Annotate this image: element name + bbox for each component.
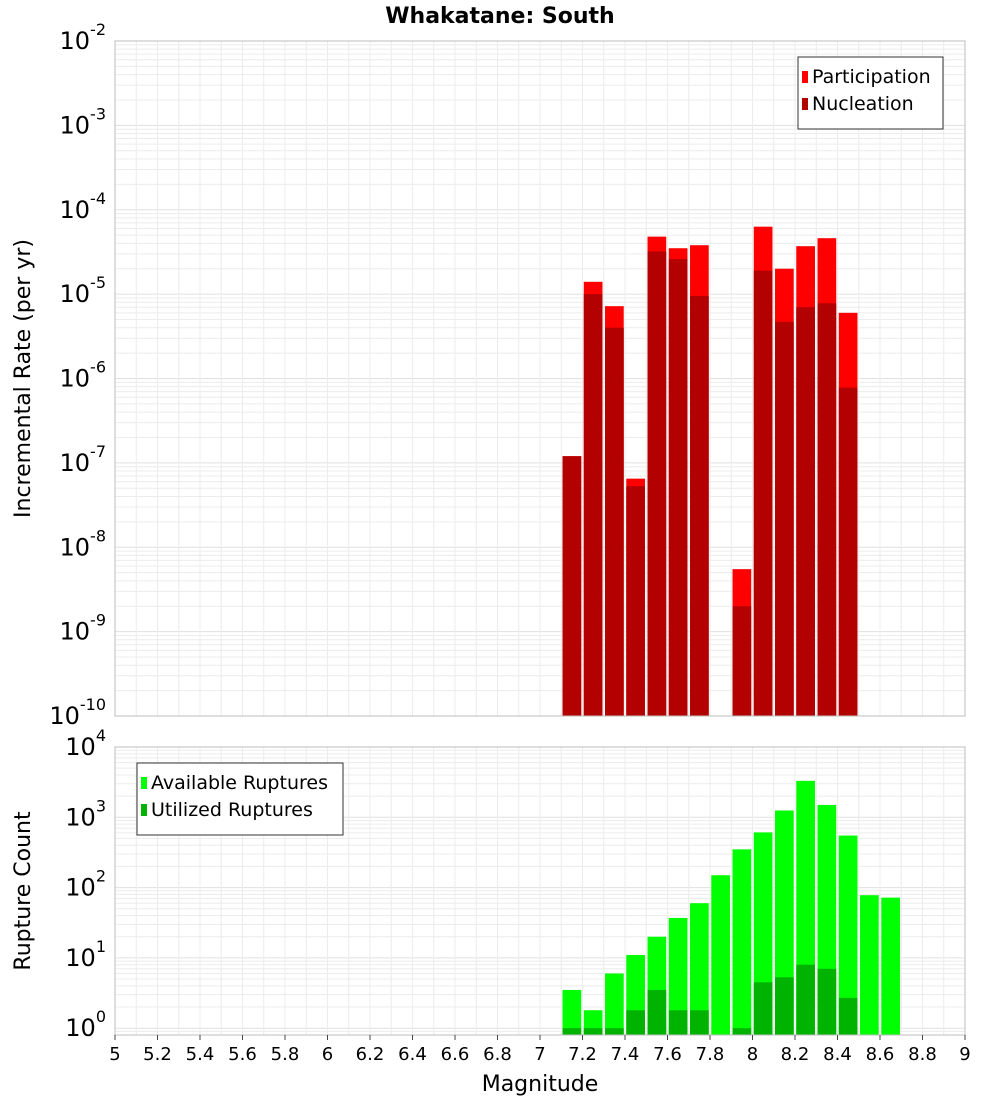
bar-nucleation (817, 303, 837, 716)
x-tick-label: 8.6 (866, 1044, 895, 1065)
chart-title: Whakatane: South (385, 4, 614, 29)
bar-available-ruptures (860, 895, 879, 1035)
x-tick-label: 5.6 (228, 1044, 257, 1065)
bar-available-ruptures (690, 903, 709, 1035)
legend-label: Available Ruptures (151, 772, 328, 794)
legend-label: Nucleation (812, 93, 914, 115)
y-tick-label: 103 (65, 796, 106, 831)
x-tick-label: 7.2 (568, 1044, 597, 1065)
x-tick-label: 9 (959, 1044, 970, 1065)
y-tick-label: 10-4 (60, 189, 107, 224)
bar-available-ruptures (562, 989, 582, 1035)
bar-utilized-ruptures (647, 989, 667, 1035)
bar-nucleation (732, 606, 752, 716)
bar-nucleation (838, 387, 858, 716)
bar-nucleation (583, 294, 603, 716)
series-utilized-ruptures (562, 964, 858, 1035)
bar-utilized-ruptures (668, 1010, 688, 1035)
bar-utilized-ruptures (732, 1028, 752, 1035)
bar-utilized-ruptures (753, 982, 773, 1035)
bar-utilized-ruptures (562, 1028, 582, 1035)
y-axis-label-rate: Incremental Rate (per yr) (11, 239, 36, 518)
bar-nucleation (690, 296, 709, 716)
y-tick-label: 10-7 (60, 442, 107, 477)
x-tick-label: 7.6 (653, 1044, 682, 1065)
x-tick-label: 8.2 (781, 1044, 810, 1065)
y-tick-label: 10-2 (60, 20, 107, 55)
legend-label: Participation (812, 66, 931, 88)
x-tick-label: 5.8 (271, 1044, 300, 1065)
y-tick-label: 104 (65, 726, 106, 761)
y-tick-label: 10-9 (60, 611, 107, 646)
x-axis-label: Magnitude (482, 1072, 599, 1097)
x-tick-label: 7 (534, 1044, 545, 1065)
y-tick-label: 10-10 (49, 695, 106, 730)
bar-available-ruptures (881, 897, 900, 1035)
y-tick-label: 10-8 (60, 526, 107, 561)
x-tick-label: 6.4 (398, 1044, 427, 1065)
y-axis-label-count: Rupture Count (11, 811, 36, 971)
legend-label: Utilized Ruptures (151, 799, 313, 821)
y-tick-label: 10-3 (60, 104, 107, 139)
x-tick-label: 7.8 (696, 1044, 725, 1065)
series-nucleation (562, 251, 858, 716)
bar-utilized-ruptures (796, 964, 815, 1035)
bar-nucleation (796, 307, 815, 716)
x-tick-label: 5.2 (143, 1044, 172, 1065)
x-tick-label: 8.4 (823, 1044, 852, 1065)
bar-utilized-ruptures (626, 1010, 645, 1035)
legend: Participation Nucleation (797, 56, 944, 130)
x-tick-label: 6.8 (483, 1044, 512, 1065)
rupture-count-panel: 100 101 102 103 104 Rupture Count Available Ru… (11, 726, 966, 1042)
bar-nucleation (626, 486, 645, 716)
x-tick-label: 8.8 (908, 1044, 937, 1065)
x-tick-label: 8 (747, 1044, 758, 1065)
bar-nucleation (753, 270, 773, 716)
y-tick-label: 10-6 (60, 358, 107, 393)
bar-available-ruptures (838, 835, 858, 1035)
legend-box (136, 762, 344, 836)
bar-utilized-ruptures (690, 1010, 709, 1035)
plot-frame (114, 40, 966, 717)
y-tick-label: 100 (65, 1007, 106, 1042)
x-tick-label: 6.6 (441, 1044, 470, 1065)
legend: Available Ruptures Utilized Ruptures (136, 762, 344, 836)
magnitude-axis: 5 5.2 5.4 5.6 5.8 6 6.2 6.4 6.6 6.8 7 7.2 7.4 7.6 7.8 8… (109, 1035, 971, 1065)
legend-swatch (141, 804, 147, 816)
bar-available-ruptures (605, 973, 624, 1035)
y-tick-label: 101 (65, 937, 106, 972)
legend-box (797, 56, 944, 130)
bar-utilized-ruptures (838, 997, 858, 1035)
bar-available-ruptures (668, 917, 688, 1035)
bar-available-ruptures (732, 849, 752, 1035)
y-tick-label: 102 (65, 867, 106, 902)
legend-swatch (141, 777, 147, 789)
rate-panel: 10-10 10-9 10-8 10-7 10-6 10-5 10-4 10-3 10-2 Inc… (11, 20, 966, 730)
x-tick-label: 5.4 (186, 1044, 215, 1065)
bar-nucleation (647, 251, 667, 716)
bar-nucleation (668, 259, 688, 716)
legend-swatch (802, 71, 808, 83)
bar-available-ruptures (711, 875, 730, 1035)
bar-utilized-ruptures (583, 1028, 603, 1035)
x-tick-label: 6.2 (356, 1044, 385, 1065)
x-tick-label: 7.4 (611, 1044, 640, 1065)
bar-utilized-ruptures (775, 977, 794, 1035)
y-tick-label: 10-5 (60, 273, 107, 308)
bar-utilized-ruptures (817, 968, 837, 1035)
bar-nucleation (605, 327, 624, 716)
bar-nucleation (562, 456, 582, 716)
bar-utilized-ruptures (605, 1028, 624, 1035)
x-tick-label: 6 (322, 1044, 333, 1065)
bar-nucleation (775, 321, 794, 716)
x-tick-label: 5 (109, 1044, 120, 1065)
legend-swatch (802, 98, 808, 110)
grid (114, 41, 966, 717)
